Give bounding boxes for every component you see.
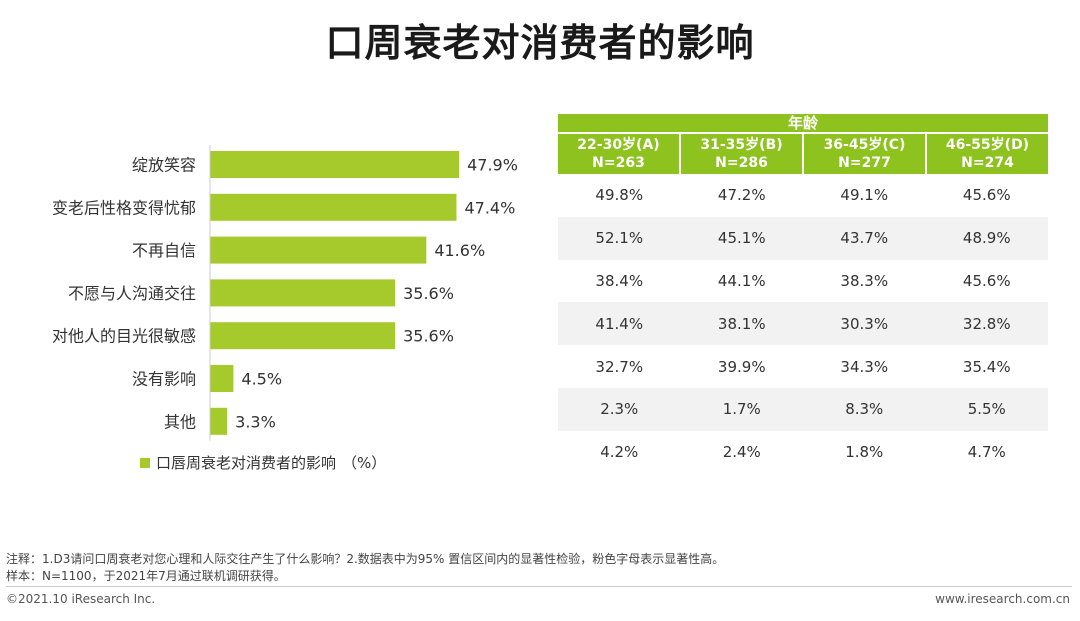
table-cell: 5.5% xyxy=(967,400,1006,419)
bar xyxy=(210,322,396,350)
category-label: 对他人的目光很敏感 xyxy=(52,327,196,346)
footnote-1: 注释：1.D3请问口周衰老对您心理和人际交往产生了什么影响？2.数据表中为95%… xyxy=(6,552,725,566)
table-row: 52.1% 45.1% 43.7% 48.9% xyxy=(558,216,1048,260)
category-label: 变老后性格变得忧郁 xyxy=(52,198,196,217)
table-cell: 4.2% xyxy=(600,443,639,462)
table-group-header-row: 22-30岁(A) N=263 31-35岁(B) N=286 36-45岁(C) N=2… xyxy=(558,134,1048,174)
table-cell: 32.7% xyxy=(595,357,644,376)
table-cell: 49.8% xyxy=(595,186,644,205)
group-label: 22-30岁(A) xyxy=(577,137,660,153)
table-row: 32.7% 39.9% 34.3% 35.4% xyxy=(558,345,1048,388)
table-cell: 45.1% xyxy=(717,229,766,248)
table-row: 4.2% 2.4% 1.8% 4.7% xyxy=(558,431,1048,474)
category-label: 不再自信 xyxy=(132,241,196,260)
table-cell: 52.1% xyxy=(595,229,644,248)
table-group-header: 46-55岁(D) N=274 xyxy=(927,134,1048,174)
group-label: 31-35岁(B) xyxy=(700,137,783,153)
table-cell: 39.9% xyxy=(717,357,766,376)
bar xyxy=(210,279,396,307)
table-cell: 30.3% xyxy=(840,314,889,333)
table-cell: 1.8% xyxy=(845,443,884,462)
legend-swatch xyxy=(140,457,150,468)
category-label: 不愿与人沟通交往 xyxy=(68,284,196,303)
table-cell: 34.3% xyxy=(840,357,889,376)
chart-legend: 口唇周衰老对消费者的影响 （%） xyxy=(140,452,386,473)
category-label: 其他 xyxy=(164,412,196,431)
bar xyxy=(210,407,228,435)
bar xyxy=(210,193,457,221)
category-label: 没有影响 xyxy=(132,370,196,389)
table-cell: 41.4% xyxy=(595,314,644,333)
group-sample-size: N=277 xyxy=(838,155,891,171)
horizontal-bar-chart: 绽放笑容 47.9% 变老后性格变得忧郁 47.4% 不再自信 41.6% 不愿与人沟通交往… xyxy=(52,145,518,441)
value-label: 35.6% xyxy=(403,327,454,346)
table-row: 38.4% 44.1% 38.3% 45.6% xyxy=(558,260,1048,303)
table-group-header: 31-35岁(B) N=286 xyxy=(681,134,802,174)
value-label: 47.9% xyxy=(467,156,518,175)
value-label: 3.3% xyxy=(235,412,276,431)
table-cell: 35.4% xyxy=(962,357,1011,376)
table-row: 49.8% 47.2% 49.1% 45.6% xyxy=(558,174,1048,217)
bar xyxy=(210,236,427,264)
table-cell: 43.7% xyxy=(840,229,889,248)
table-row: 41.4% 38.1% 30.3% 32.8% xyxy=(558,302,1048,346)
bar xyxy=(210,365,234,392)
table-group-header: 36-45岁(C) N=277 xyxy=(804,134,925,174)
table-cell: 44.1% xyxy=(717,271,766,290)
page-title: 口周衰老对消费者的影响 xyxy=(325,21,755,65)
table-cell: 38.1% xyxy=(717,314,766,333)
table-cell: 49.1% xyxy=(840,186,889,205)
legend-unit: （%） xyxy=(342,454,387,472)
group-sample-size: N=286 xyxy=(715,155,768,171)
value-label: 4.5% xyxy=(241,370,282,389)
table-row: 2.3% 1.7% 8.3% 5.5% xyxy=(558,387,1048,431)
category-label: 绽放笑容 xyxy=(132,156,196,175)
table-cell: 47.2% xyxy=(717,186,766,205)
table-cell: 2.3% xyxy=(600,400,639,419)
table-cell: 38.3% xyxy=(840,271,889,290)
table-cell: 32.8% xyxy=(962,314,1011,333)
group-label: 46-55岁(D) xyxy=(945,137,1030,153)
copyright: ©2021.10 iResearch Inc. xyxy=(6,592,156,606)
table-age-header: 年龄 xyxy=(558,114,1048,132)
age-breakdown-table: 年龄 22-30岁(A) N=263 31-35岁(B) N=286 36-45岁(C)… xyxy=(558,114,1048,474)
value-label: 41.6% xyxy=(434,241,485,260)
table-cell: 4.7% xyxy=(967,443,1006,462)
website: www.iresearch.com.cn xyxy=(935,592,1070,606)
bar xyxy=(210,151,460,178)
table-cell: 48.9% xyxy=(962,229,1011,248)
group-sample-size: N=274 xyxy=(961,155,1014,171)
table-cell: 45.6% xyxy=(962,186,1011,205)
group-label: 36-45岁(C) xyxy=(823,137,906,153)
table-cell: 1.7% xyxy=(722,400,761,419)
legend-label: 口唇周衰老对消费者的影响 xyxy=(156,454,337,472)
table-cell: 2.4% xyxy=(722,443,761,462)
table-group-header: 22-30岁(A) N=263 xyxy=(558,134,679,174)
value-label: 35.6% xyxy=(403,284,454,303)
table-cell: 45.6% xyxy=(962,271,1011,290)
table-cell: 38.4% xyxy=(595,271,644,290)
table-body: 49.8% 47.2% 49.1% 45.6% 52.1% 45.1% 43.7% 48.9%… xyxy=(558,174,1048,474)
value-label: 47.4% xyxy=(464,198,515,217)
footnote-2: 样本：N=1100，于2021年7月通过联机调研获得。 xyxy=(6,569,286,583)
footer-divider xyxy=(6,586,1072,587)
table-cell: 8.3% xyxy=(845,400,884,419)
group-sample-size: N=263 xyxy=(592,155,645,171)
